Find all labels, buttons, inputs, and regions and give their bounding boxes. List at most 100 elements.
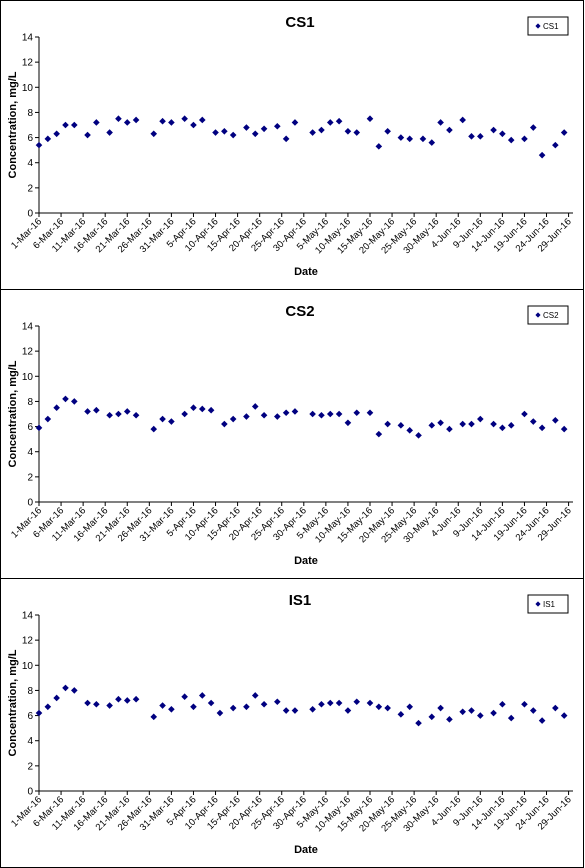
data-point xyxy=(221,127,228,135)
data-point xyxy=(243,703,250,711)
data-point xyxy=(521,135,528,143)
data-point xyxy=(406,135,414,143)
data-point xyxy=(198,692,206,699)
data-point xyxy=(437,419,444,427)
data-point xyxy=(274,413,281,420)
data-point xyxy=(207,699,215,707)
data-point xyxy=(115,410,122,418)
y-tick-label: 12 xyxy=(22,347,34,358)
y-tick-label: 2 xyxy=(27,761,33,772)
data-point xyxy=(468,707,475,714)
data-point xyxy=(212,129,219,136)
data-point xyxy=(344,127,352,135)
legend: IS1 xyxy=(527,594,569,614)
data-point xyxy=(53,404,60,412)
data-point xyxy=(335,117,343,125)
y-tick-label: 4 xyxy=(27,158,33,169)
data-point xyxy=(207,406,215,414)
data-point xyxy=(499,424,506,432)
data-point xyxy=(366,115,374,123)
data-point xyxy=(93,700,100,708)
data-point xyxy=(190,703,197,711)
data-point xyxy=(437,704,444,712)
data-point xyxy=(291,707,299,714)
data-point xyxy=(71,398,78,405)
data-point xyxy=(499,700,506,708)
legend-marker xyxy=(535,601,541,607)
data-point xyxy=(150,130,158,138)
data-point xyxy=(243,413,250,420)
data-point xyxy=(84,699,91,707)
data-point xyxy=(168,119,175,126)
y-tick-label: 4 xyxy=(27,736,33,747)
data-point xyxy=(318,700,325,708)
data-point xyxy=(93,406,100,414)
data-point xyxy=(318,126,325,134)
scatter-chart-cs1: CS1024681012141-Mar-166-Mar-1611-Mar-161… xyxy=(7,14,574,278)
y-tick-label: 2 xyxy=(27,472,33,483)
scatter-chart-is1: IS1024681012141-Mar-166-Mar-1611-Mar-161… xyxy=(7,592,574,856)
legend-marker xyxy=(535,23,541,29)
data-point xyxy=(459,116,466,124)
data-point xyxy=(437,119,444,126)
y-axis-label: Concentration, mg/L xyxy=(7,360,19,467)
data-point xyxy=(335,699,343,707)
data-point xyxy=(251,130,259,138)
data-point xyxy=(384,127,391,135)
data-point xyxy=(159,702,166,709)
y-tick-label: 8 xyxy=(27,108,33,119)
data-point xyxy=(181,115,188,123)
data-point xyxy=(552,704,559,712)
data-point xyxy=(216,709,224,717)
data-point xyxy=(132,116,140,124)
data-point xyxy=(159,117,166,125)
data-point xyxy=(181,693,188,701)
data-point xyxy=(446,425,453,433)
data-point xyxy=(251,403,259,410)
legend: CS2 xyxy=(527,305,569,325)
data-point xyxy=(282,135,290,143)
data-point xyxy=(507,714,515,722)
data-point xyxy=(538,717,546,724)
data-point xyxy=(62,395,69,403)
data-point xyxy=(106,411,113,419)
y-tick-label: 6 xyxy=(27,711,33,722)
data-point xyxy=(229,131,237,139)
data-point xyxy=(428,713,436,721)
y-axis-label: Concentration, mg/L xyxy=(7,649,19,756)
data-point xyxy=(274,122,281,130)
data-point xyxy=(375,430,383,438)
data-point xyxy=(446,716,453,723)
data-point xyxy=(274,698,281,706)
x-axis-label: Date xyxy=(294,844,318,856)
data-point xyxy=(560,712,568,719)
data-point xyxy=(344,419,352,427)
data-point xyxy=(93,119,100,126)
data-point xyxy=(397,422,405,429)
chart-title: CS1 xyxy=(285,14,314,31)
data-point xyxy=(375,143,383,150)
data-point xyxy=(229,704,237,712)
chart-panel-is1: IS1 0 2 4 6 8 10 12 14 1-Mar-16 6-Mar-16 11-Mar-16 1… xyxy=(0,578,584,868)
data-point xyxy=(490,420,497,428)
data-point xyxy=(560,425,568,433)
chart-panel-cs1: CS1 0 2 4 6 8 10 12 14 1-Mar-16 6-Mar-16 11-Mar-16 1… xyxy=(0,0,584,290)
chart-title: IS1 xyxy=(289,592,312,609)
legend-box xyxy=(527,594,569,614)
data-point xyxy=(529,707,537,714)
data-point xyxy=(168,418,175,425)
data-point xyxy=(84,131,91,139)
y-tick-label: 10 xyxy=(22,372,34,383)
y-axis-label: Concentration, mg/L xyxy=(7,71,19,178)
data-point xyxy=(84,408,91,415)
data-point xyxy=(198,405,206,413)
y-tick-label: 8 xyxy=(27,686,33,697)
data-point xyxy=(221,420,228,428)
legend-box xyxy=(527,305,569,325)
data-point xyxy=(159,415,166,423)
data-point xyxy=(62,684,69,692)
x-axis-label: Date xyxy=(294,266,318,278)
y-tick-label: 12 xyxy=(22,58,34,69)
data-point xyxy=(260,125,268,133)
data-point xyxy=(552,416,559,424)
